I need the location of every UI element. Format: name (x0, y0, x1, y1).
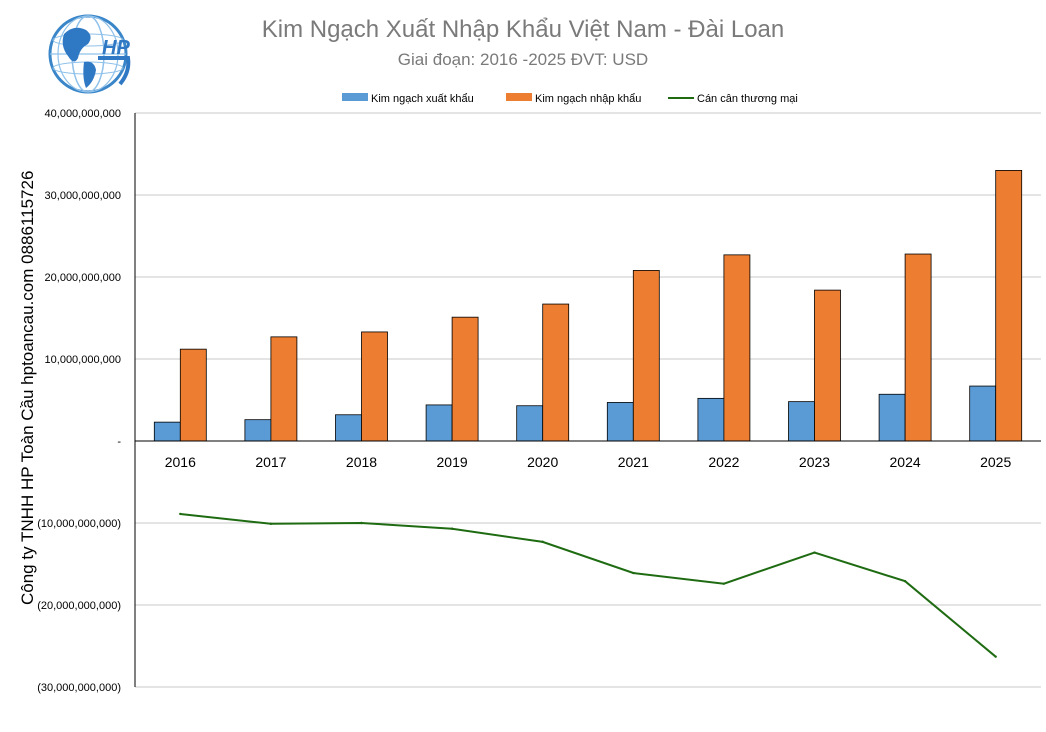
bar-export-2018 (335, 414, 362, 442)
y-tick-label: 30,000,000,000 (45, 190, 121, 202)
y-tick-label: (30,000,000,000) (37, 682, 121, 694)
company-logo-icon: HP (48, 14, 130, 94)
legend-label: Kim ngạch xuất khẩu (371, 93, 474, 105)
bar-export-2021 (606, 402, 634, 442)
bar-export-2019 (425, 404, 453, 442)
point-balance-2016 (179, 512, 182, 516)
bar-export-2017 (244, 419, 272, 442)
bar-import-2018 (361, 331, 388, 442)
point-balance-2019 (450, 527, 454, 530)
bar-import-2024 (904, 253, 932, 442)
bar-export-2016 (153, 421, 181, 442)
series-line-trade-balance (180, 513, 997, 658)
y-tick-label: 20,000,000,000 (45, 272, 121, 284)
x-tick-label: 2024 (890, 454, 921, 470)
legend-swatch (506, 93, 532, 101)
x-tick-label: 2022 (708, 454, 739, 470)
x-tick-label: 2025 (980, 454, 1011, 470)
bar-export-2024 (878, 393, 906, 442)
bar-import-2022 (723, 254, 751, 442)
bar-import-2019 (451, 316, 479, 442)
legend-label: Cán cân thương mại (697, 93, 798, 105)
point-balance-2018 (360, 521, 363, 525)
y-tick-label: 40,000,000,000 (45, 108, 121, 120)
point-balance-2020 (541, 540, 544, 544)
x-tick-label: 2016 (165, 454, 196, 470)
point-balance-2023 (813, 551, 816, 554)
point-balance-2024 (903, 580, 907, 583)
y-tick-label: (10,000,000,000) (37, 518, 121, 530)
point-balance-2017 (269, 522, 273, 526)
chart-title: Kim Ngạch Xuất Nhập Khẩu Việt Nam - Đài … (261, 16, 785, 43)
bar-export-2023 (788, 401, 815, 442)
bar-import-2017 (270, 336, 298, 442)
x-tick-label: 2023 (799, 454, 830, 470)
legend-label: Kim ngạch nhập khẩu (535, 93, 641, 105)
point-balance-2022 (722, 582, 726, 585)
bar-export-2022 (697, 397, 725, 442)
chart-subtitle: Giai đoạn: 2016 -2025 ĐVT: USD (397, 50, 649, 69)
bar-import-2025 (995, 169, 1023, 442)
x-tick-label: 2021 (618, 454, 649, 470)
y-tick-label: (20,000,000,000) (37, 600, 121, 612)
point-balance-2021 (632, 571, 635, 575)
legend-swatch (342, 93, 368, 101)
y-tick-label: 10,000,000,000 (45, 354, 121, 366)
x-tick-label: 2017 (255, 454, 286, 470)
x-tick-label: 2018 (346, 454, 377, 470)
point-balance-2025 (994, 655, 997, 658)
x-tick-label: 2020 (527, 454, 558, 470)
bar-import-2020 (542, 303, 570, 442)
y-tick-label: - (117, 436, 121, 448)
bar-import-2023 (814, 289, 841, 442)
logo-text: HP (102, 37, 130, 59)
bar-import-2021 (632, 270, 660, 442)
bar-export-2025 (969, 385, 997, 442)
x-tick-label: 2019 (437, 454, 468, 470)
bar-export-2020 (516, 405, 544, 442)
bar-import-2016 (179, 348, 207, 442)
